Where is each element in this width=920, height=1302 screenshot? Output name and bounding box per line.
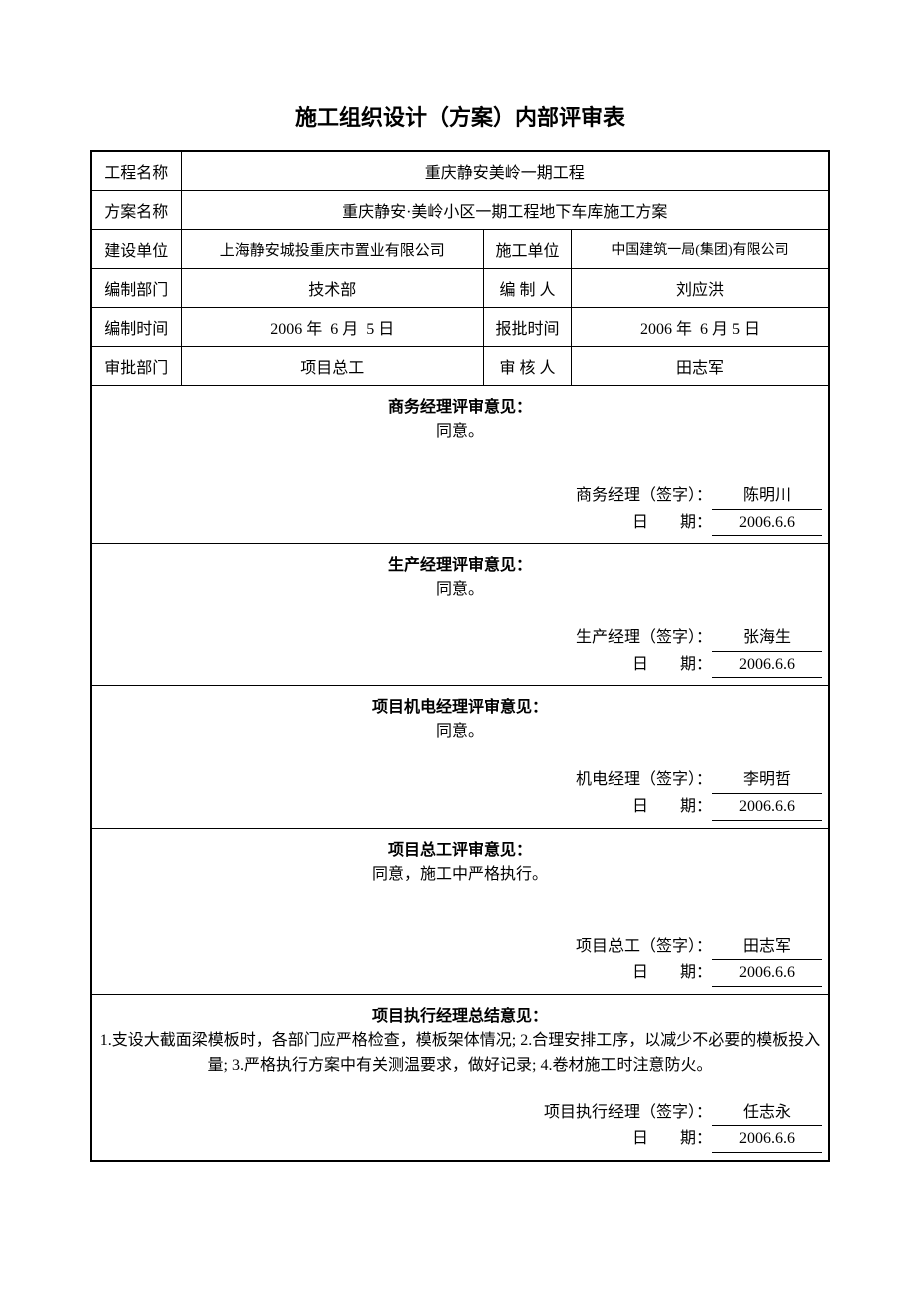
date-label-me: 日 期： bbox=[632, 798, 712, 815]
date-value-business: 2006.6.6 bbox=[712, 510, 822, 537]
value-plan-name: 重庆静安·美岭小区一期工程地下车库施工方案 bbox=[181, 191, 829, 230]
value-compile-dept: 技术部 bbox=[181, 269, 483, 308]
sign-value-chief: 田志军 bbox=[712, 934, 822, 961]
label-build-unit: 建设单位 bbox=[91, 230, 181, 269]
value-approve-dept: 项目总工 bbox=[181, 347, 483, 386]
row-plan-name: 方案名称 重庆静安·美岭小区一期工程地下车库施工方案 bbox=[91, 191, 829, 230]
page-title: 施工组织设计（方案）内部评审表 bbox=[90, 100, 830, 132]
date2-d: 日 bbox=[744, 321, 760, 338]
value-const-unit: 中国建筑一局(集团)有限公司 bbox=[571, 230, 829, 269]
row-approve-dept: 审批部门 项目总工 审 核 人 田志军 bbox=[91, 347, 829, 386]
row-compile-time: 编制时间 2006 年 6 月 5 日 报批时间 2006 年 6 月 5 日 bbox=[91, 308, 829, 347]
review-row-4: 项目总工评审意见： 同意，施工中严格执行。 项目总工（签字）：田志军 日 期：2… bbox=[91, 828, 829, 994]
label-compile-dept: 编制部门 bbox=[91, 269, 181, 308]
body-exec: 1.支设大截面梁模板时，各部门应严格检查，模板架体情况; 2.合理安排工序，以减… bbox=[98, 1028, 822, 1086]
sign-value-production: 张海生 bbox=[712, 625, 822, 652]
body-production: 同意。 bbox=[98, 577, 822, 611]
heading-production: 生产经理评审意见： bbox=[98, 551, 822, 575]
date1-m: 月 bbox=[342, 321, 358, 338]
sign-label-production: 生产经理（签字）： bbox=[576, 629, 712, 646]
date1-day: 5 bbox=[366, 321, 374, 338]
row-project-name: 工程名称 重庆静安美岭一期工程 bbox=[91, 151, 829, 191]
heading-me: 项目机电经理评审意见： bbox=[98, 693, 822, 717]
date-value-production: 2006.6.6 bbox=[712, 652, 822, 679]
date-value-chief: 2006.6.6 bbox=[712, 960, 822, 987]
heading-chief: 项目总工评审意见： bbox=[98, 836, 822, 860]
date2-day: 5 bbox=[732, 321, 740, 338]
sign-block-chief: 项目总工（签字）：田志军 日 期：2006.6.6 bbox=[98, 934, 822, 987]
date-label-production: 日 期： bbox=[632, 656, 712, 673]
value-build-unit: 上海静安城投重庆市置业有限公司 bbox=[181, 230, 483, 269]
sign-label-chief: 项目总工（签字）： bbox=[576, 938, 712, 955]
body-chief: 同意，施工中严格执行。 bbox=[98, 862, 822, 920]
sign-block-production: 生产经理（签字）：张海生 日 期：2006.6.6 bbox=[98, 625, 822, 678]
review-row-5: 项目执行经理总结意见： 1.支设大截面梁模板时，各部门应严格检查，模板架体情况;… bbox=[91, 994, 829, 1161]
label-reviewer: 审 核 人 bbox=[483, 347, 571, 386]
date2-year: 2006 bbox=[640, 321, 672, 338]
sign-label-exec: 项目执行经理（签字）： bbox=[544, 1104, 712, 1121]
label-project-name: 工程名称 bbox=[91, 151, 181, 191]
sign-block-me: 机电经理（签字）：李明哲 日 期：2006.6.6 bbox=[98, 767, 822, 820]
date1-month: 6 bbox=[330, 321, 338, 338]
label-const-unit: 施工单位 bbox=[483, 230, 571, 269]
review-row-1: 商务经理评审意见： 同意。 商务经理（签字）：陈明川 日 期：2006.6.6 bbox=[91, 386, 829, 544]
review-row-3: 项目机电经理评审意见： 同意。 机电经理（签字）：李明哲 日 期：2006.6.… bbox=[91, 686, 829, 828]
label-approve-time: 报批时间 bbox=[483, 308, 571, 347]
date1-year: 2006 bbox=[270, 321, 302, 338]
review-cell-me: 项目机电经理评审意见： 同意。 机电经理（签字）：李明哲 日 期：2006.6.… bbox=[91, 686, 829, 828]
row-compile-dept: 编制部门 技术部 编 制 人 刘应洪 bbox=[91, 269, 829, 308]
sign-block-exec: 项目执行经理（签字）：任志永 日 期：2006.6.6 bbox=[98, 1100, 822, 1153]
review-cell-business: 商务经理评审意见： 同意。 商务经理（签字）：陈明川 日 期：2006.6.6 bbox=[91, 386, 829, 544]
label-plan-name: 方案名称 bbox=[91, 191, 181, 230]
date-label-business: 日 期： bbox=[632, 514, 712, 531]
sign-label-me: 机电经理（签字）： bbox=[576, 771, 712, 788]
value-compile-time: 2006 年 6 月 5 日 bbox=[181, 308, 483, 347]
review-cell-chief: 项目总工评审意见： 同意，施工中严格执行。 项目总工（签字）：田志军 日 期：2… bbox=[91, 828, 829, 994]
review-cell-production: 生产经理评审意见： 同意。 生产经理（签字）：张海生 日 期：2006.6.6 bbox=[91, 544, 829, 686]
label-compiler: 编 制 人 bbox=[483, 269, 571, 308]
date-label-chief: 日 期： bbox=[632, 964, 712, 981]
review-cell-exec: 项目执行经理总结意见： 1.支设大截面梁模板时，各部门应严格检查，模板架体情况;… bbox=[91, 994, 829, 1161]
date-label-exec: 日 期： bbox=[632, 1130, 712, 1147]
sign-label-business: 商务经理（签字）： bbox=[576, 487, 712, 504]
row-units: 建设单位 上海静安城投重庆市置业有限公司 施工单位 中国建筑一局(集团)有限公司 bbox=[91, 230, 829, 269]
sign-block-business: 商务经理（签字）：陈明川 日 期：2006.6.6 bbox=[98, 483, 822, 536]
sign-value-exec: 任志永 bbox=[712, 1100, 822, 1127]
body-business: 同意。 bbox=[98, 419, 822, 469]
label-compile-time: 编制时间 bbox=[91, 308, 181, 347]
value-reviewer: 田志军 bbox=[571, 347, 829, 386]
label-approve-dept: 审批部门 bbox=[91, 347, 181, 386]
body-me: 同意。 bbox=[98, 719, 822, 753]
value-approve-time: 2006 年 6 月 5 日 bbox=[571, 308, 829, 347]
date1-y: 年 bbox=[306, 321, 322, 338]
sign-value-business: 陈明川 bbox=[712, 483, 822, 510]
date2-m: 月 bbox=[712, 321, 728, 338]
date-value-exec: 2006.6.6 bbox=[712, 1126, 822, 1153]
review-form-table: 工程名称 重庆静安美岭一期工程 方案名称 重庆静安·美岭小区一期工程地下车库施工… bbox=[90, 150, 830, 1162]
value-compiler: 刘应洪 bbox=[571, 269, 829, 308]
date2-month: 6 bbox=[700, 321, 708, 338]
value-project-name: 重庆静安美岭一期工程 bbox=[181, 151, 829, 191]
date1-d: 日 bbox=[378, 321, 394, 338]
sign-value-me: 李明哲 bbox=[712, 767, 822, 794]
heading-business: 商务经理评审意见： bbox=[98, 393, 822, 417]
review-row-2: 生产经理评审意见： 同意。 生产经理（签字）：张海生 日 期：2006.6.6 bbox=[91, 544, 829, 686]
date-value-me: 2006.6.6 bbox=[712, 794, 822, 821]
date2-y: 年 bbox=[676, 321, 692, 338]
heading-exec: 项目执行经理总结意见： bbox=[98, 1002, 822, 1026]
